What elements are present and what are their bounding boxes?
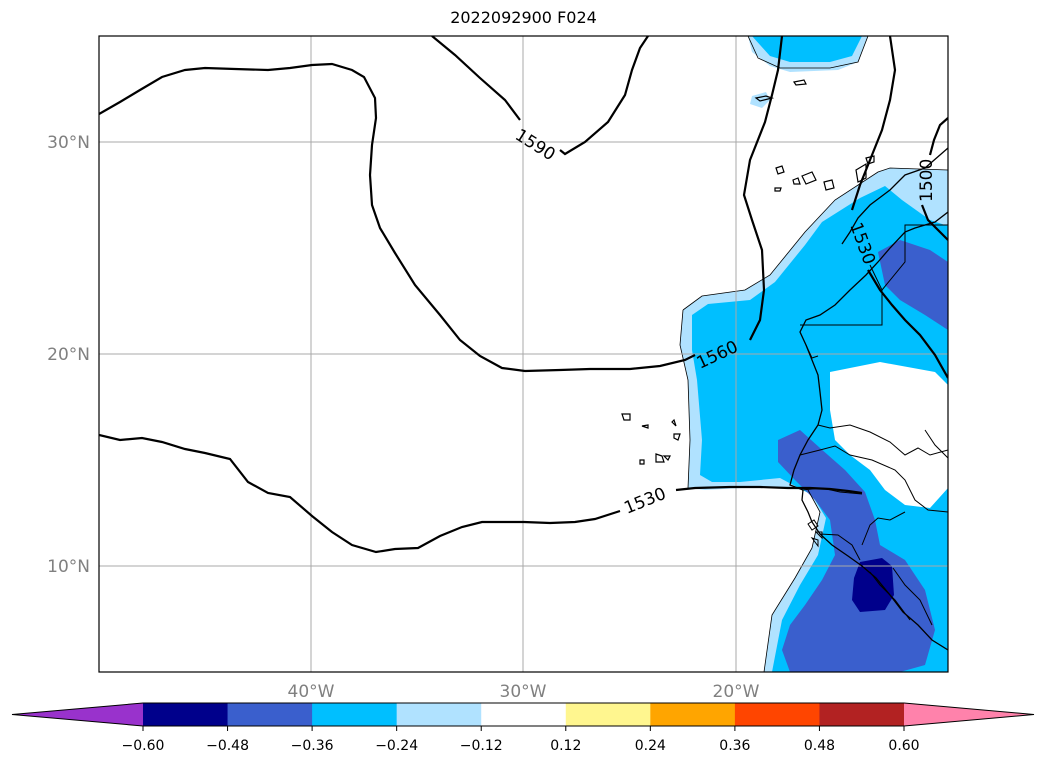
coastal-islands <box>807 519 823 548</box>
border-3 <box>799 445 948 513</box>
axis-labels: 30°N 20°N 10°N 40°W 30°W 20°W <box>47 133 760 702</box>
colorbar-tick-label: −0.12 <box>460 738 503 754</box>
colorbar-extend-max <box>904 703 1034 726</box>
cape-verde-islands <box>621 413 681 465</box>
colorbar-tick-label: 0.12 <box>550 738 581 754</box>
contour-1560 <box>99 36 784 373</box>
border-1 <box>800 224 948 326</box>
contour-1530-lower <box>99 433 863 554</box>
lon-label-30w: 30°W <box>500 682 547 702</box>
colorbar-tick-label: 0.24 <box>635 738 666 754</box>
lon-label-20w: 20°W <box>713 682 760 702</box>
colorbar-extend-min <box>12 703 143 726</box>
canary-islands <box>774 155 875 192</box>
colorbar-segment <box>565 703 651 726</box>
lat-label-20n: 20°N <box>47 345 90 365</box>
map-frame <box>98 35 949 673</box>
field-medium-blue <box>778 240 948 672</box>
colorbar-segment <box>819 703 905 726</box>
africa-coastline <box>789 211 948 651</box>
contour-1530-right <box>850 36 948 379</box>
lon-label-40w: 40°W <box>288 682 335 702</box>
colorbar-segment <box>734 703 820 726</box>
lat-label-10n: 10°N <box>47 557 90 577</box>
colorbar-tick-label: 0.48 <box>804 738 835 754</box>
coastlines <box>621 79 948 651</box>
field-dark-navy <box>852 558 894 612</box>
colorbar-segment <box>227 703 313 726</box>
colorbar-segment <box>143 703 229 726</box>
colorbar-segment <box>481 703 567 726</box>
colorbar-segment <box>396 703 482 726</box>
contour-1500 <box>920 117 948 241</box>
field-white-patch-2 <box>830 362 948 508</box>
border-2 <box>805 344 948 456</box>
colorbar-tick-label: −0.36 <box>291 738 334 754</box>
colorbar: −0.60 −0.48 −0.36 −0.24 −0.12 0.12 0.24 0.36 0.4… <box>11 702 1035 754</box>
map-plot: 1590 1560 1530 1530 1500 <box>99 36 948 672</box>
lat-label-30n: 30°N <box>47 133 90 153</box>
colorbar-tick-label: 0.60 <box>888 738 919 754</box>
colorbar-tick-label: 0.36 <box>719 738 750 754</box>
contour-1590 <box>431 36 649 156</box>
border-5 <box>861 429 948 546</box>
contour-label-1500: 1500 <box>917 159 937 202</box>
morocco-coast <box>841 147 948 245</box>
colorbar-tick-label: −0.48 <box>206 738 249 754</box>
colorbar-segment <box>312 703 398 726</box>
map-title: 2022092900 F024 <box>450 8 597 27</box>
colorbar-segment <box>650 703 736 726</box>
field-outline <box>679 36 948 672</box>
colorbar-tick-label: −0.24 <box>375 738 418 754</box>
colorbar-tick-label: −0.60 <box>122 738 165 754</box>
height-contours <box>99 36 948 554</box>
graticule <box>99 36 948 672</box>
